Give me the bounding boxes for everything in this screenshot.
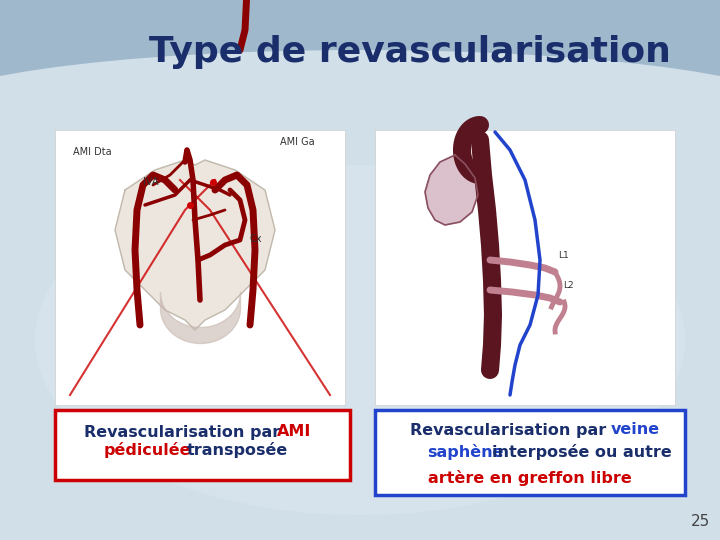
Text: transposée: transposée — [187, 442, 288, 458]
Text: AMI Dta: AMI Dta — [73, 147, 112, 157]
Text: artère en greffon libre: artère en greffon libre — [428, 470, 632, 486]
Text: IVA: IVA — [143, 177, 158, 187]
Bar — [375, 410, 685, 495]
Text: saphène: saphène — [427, 444, 503, 461]
Text: L2: L2 — [563, 281, 574, 290]
Text: pédiculée: pédiculée — [104, 442, 192, 458]
Text: Cx: Cx — [250, 234, 263, 244]
Bar — [375, 130, 675, 405]
Text: Type de revascularisation: Type de revascularisation — [149, 35, 671, 69]
Text: AMI Ga: AMI Ga — [280, 137, 315, 147]
Ellipse shape — [0, 50, 720, 180]
Text: 25: 25 — [690, 515, 710, 530]
Text: L1: L1 — [558, 251, 569, 260]
Bar — [0, 0, 720, 115]
Ellipse shape — [35, 165, 685, 515]
Bar — [0, 115, 720, 540]
Polygon shape — [425, 155, 478, 225]
Polygon shape — [115, 160, 275, 330]
Text: AMI: AMI — [277, 424, 312, 440]
Text: Revascularisation par: Revascularisation par — [410, 422, 606, 437]
Bar — [55, 130, 345, 405]
Text: veine: veine — [611, 422, 660, 437]
Bar — [55, 410, 350, 480]
Text: interposée ou autre: interposée ou autre — [492, 444, 672, 461]
Text: Revascularisation par: Revascularisation par — [84, 424, 281, 440]
